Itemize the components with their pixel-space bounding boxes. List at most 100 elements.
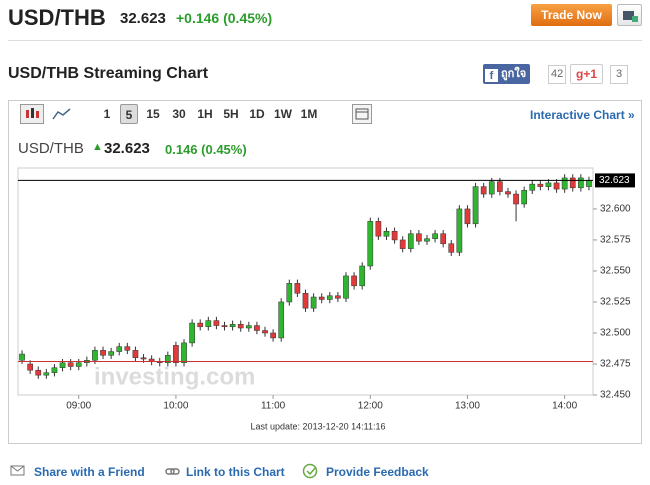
candle-body [343, 275, 349, 299]
candle-body [213, 320, 220, 326]
candle-body [116, 346, 123, 352]
candle-body [416, 233, 422, 242]
period-button[interactable]: 1M [300, 107, 318, 121]
period-button[interactable]: 1D [249, 107, 265, 121]
link-icon [165, 465, 181, 483]
candle-body [164, 355, 171, 363]
candle-body [278, 301, 285, 339]
candle-body [100, 350, 106, 356]
icon [52, 108, 71, 120]
quote-change: 0.146 (0.45%) [165, 142, 247, 157]
x-tick-label: 12:00 [358, 401, 383, 412]
x-tick-label: 09:00 [66, 401, 91, 412]
quote-price: 32.623 [104, 140, 150, 157]
icon [10, 465, 25, 476]
candle-body [75, 362, 82, 367]
y-tick-label: 32.575 [600, 235, 631, 246]
candle-body [286, 283, 293, 303]
candle-body [221, 325, 228, 328]
candle-body [294, 283, 301, 294]
x-tick-label: 13:00 [455, 401, 480, 412]
icon [165, 468, 180, 475]
period-button[interactable]: 30 [172, 107, 186, 121]
period-button[interactable]: 1H [197, 107, 213, 121]
period-button[interactable]: 1 [103, 107, 111, 121]
chart-link[interactable]: Link to this Chart [186, 465, 285, 479]
candle-body [254, 325, 260, 331]
icon [352, 104, 372, 124]
y-tick-label: 32.600 [600, 204, 631, 215]
section-title: USD/THB Streaming Chart [8, 65, 209, 82]
candle-body [488, 181, 495, 195]
watermark: investing.com [94, 363, 255, 390]
candle-body [561, 177, 568, 190]
candle-body [521, 190, 528, 205]
candle-body [351, 275, 357, 287]
candle-body [318, 296, 325, 300]
candle-body [326, 295, 333, 300]
candle-body [399, 239, 406, 249]
share-link[interactable]: Share with a Friend [34, 465, 145, 479]
x-tick-label: 10:00 [163, 401, 188, 412]
candle-icon[interactable] [20, 104, 44, 124]
candle-body [432, 233, 438, 239]
chart-box [8, 100, 642, 444]
y-tick-label: 32.550 [600, 266, 631, 277]
candle-body [140, 357, 147, 360]
symbol: USD/THB [8, 5, 106, 30]
candle-body [59, 362, 66, 368]
plot-area [17, 167, 594, 396]
candle-body [27, 363, 33, 371]
gplus-label: +1 [583, 67, 598, 81]
share-icon [10, 464, 26, 483]
candle-body [310, 296, 317, 309]
price: 32.623 [120, 10, 166, 27]
candle-body [505, 191, 511, 195]
last-update: Last update: 2013-12-20 14:11:16 [251, 421, 386, 431]
candle-body [108, 351, 114, 356]
candle-body [43, 372, 50, 376]
table-icon[interactable] [352, 104, 372, 129]
candle-body [497, 181, 503, 192]
x-tick-label: 14:00 [552, 401, 577, 412]
gplus-button[interactable]: g+1 [570, 64, 603, 84]
candle-body [359, 265, 366, 287]
candle-body [335, 295, 341, 299]
fb-logo: f [485, 69, 498, 82]
candle-body [205, 320, 212, 328]
candle-body [132, 350, 139, 359]
candle-body [586, 180, 592, 187]
separator [8, 40, 642, 41]
candle-body [529, 183, 536, 191]
period-button[interactable]: 5 [120, 104, 138, 124]
candle-body [262, 330, 268, 334]
chart: investing.com Last update: 2013-12-20 14… [17, 167, 635, 431]
candle-body [424, 238, 430, 242]
line-icon[interactable] [52, 106, 72, 127]
candle-body [464, 208, 471, 225]
fb-label: ถูกใจ [501, 68, 527, 80]
period-button[interactable]: 1W [274, 107, 292, 121]
period-button[interactable]: 5H [223, 107, 239, 121]
candle-body [480, 186, 487, 195]
candle-body [513, 193, 519, 205]
candle-body [440, 233, 447, 244]
icon [20, 104, 44, 124]
facebook-like[interactable]: f ถูกใจ [483, 64, 531, 84]
feedback-link[interactable]: Provide Feedback [326, 465, 429, 479]
trade-now-button[interactable]: Trade Now [531, 4, 612, 26]
candle-body [375, 221, 382, 237]
icon [302, 463, 318, 479]
candle-body [35, 369, 42, 376]
fb-count: 42 [548, 65, 567, 84]
candle-body [569, 177, 576, 189]
interactive-chart-link[interactable]: Interactive Chart » [530, 108, 635, 122]
feedback-icon [302, 463, 320, 484]
y-tick-label: 32.525 [600, 297, 631, 308]
period-button[interactable]: 15 [146, 107, 160, 121]
candle-body [302, 293, 309, 309]
portfolio-button[interactable] [617, 4, 642, 26]
last-price-label: 32.623 [599, 175, 630, 186]
candle-body [229, 324, 236, 328]
up-arrow: ▲ [92, 141, 103, 153]
